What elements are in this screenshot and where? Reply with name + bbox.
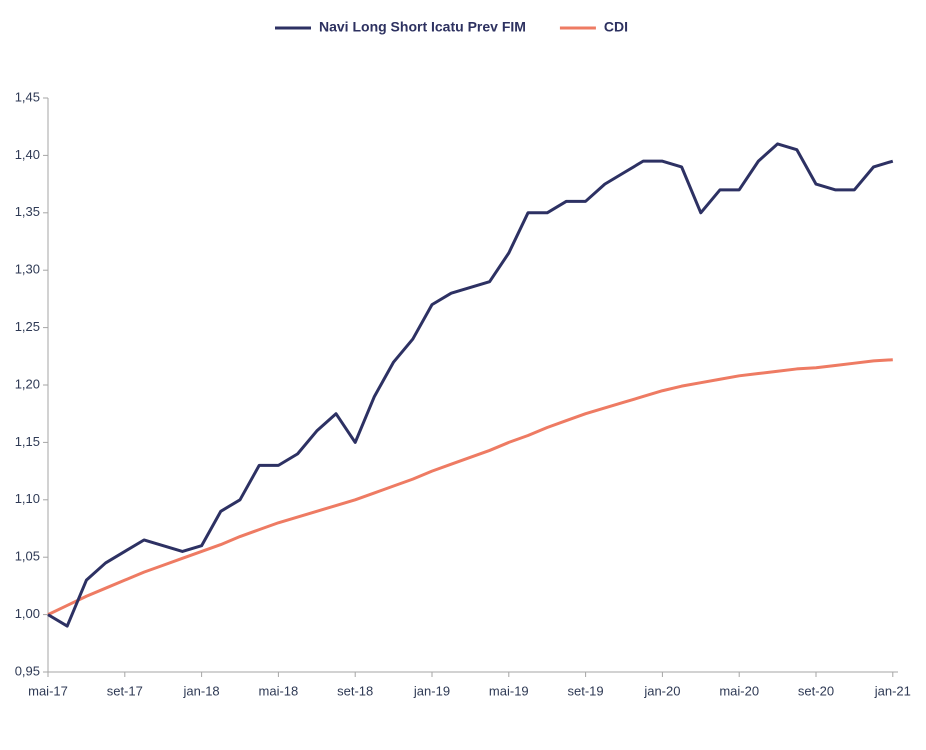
legend-label: Navi Long Short Icatu Prev FIM (319, 19, 526, 35)
x-tick-label: set-19 (568, 683, 604, 698)
x-tick-label: jan-21 (874, 683, 911, 698)
y-tick-label: 1,05 (15, 549, 40, 564)
x-tick-label: mai-20 (719, 683, 759, 698)
y-tick-label: 1,20 (15, 376, 40, 391)
y-tick-label: 0,95 (15, 663, 40, 678)
x-tick-label: set-18 (337, 683, 373, 698)
y-tick-label: 1,10 (15, 491, 40, 506)
y-tick-label: 1,30 (15, 262, 40, 277)
x-tick-label: jan-19 (413, 683, 450, 698)
x-tick-label: mai-18 (259, 683, 299, 698)
y-tick-label: 1,45 (15, 89, 40, 104)
y-tick-label: 1,25 (15, 319, 40, 334)
y-tick-label: 1,15 (15, 434, 40, 449)
legend-label: CDI (604, 19, 628, 35)
x-tick-label: mai-19 (489, 683, 529, 698)
x-tick-label: jan-18 (183, 683, 220, 698)
series-line (47, 358, 893, 616)
x-tick-label: set-17 (107, 683, 143, 698)
x-tick-label: jan-20 (643, 683, 680, 698)
y-tick-label: 1,00 (15, 606, 40, 621)
x-tick-label: mai-17 (28, 683, 68, 698)
series-line (47, 142, 894, 628)
y-tick-label: 1,35 (15, 204, 40, 219)
x-tick-label: set-20 (798, 683, 834, 698)
y-tick-label: 1,40 (15, 147, 40, 162)
